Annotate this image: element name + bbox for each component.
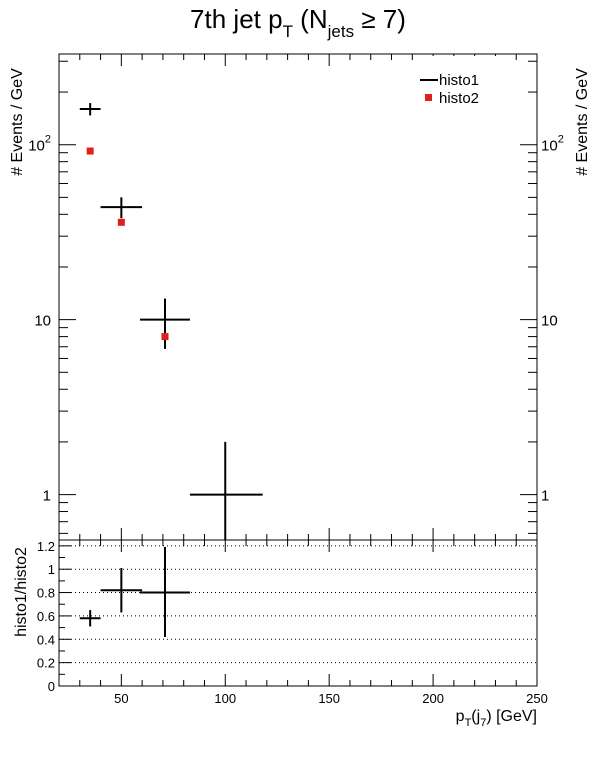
ratio-point-2 bbox=[100, 568, 143, 613]
ratio-y-tick-label: 0.4 bbox=[37, 632, 55, 647]
ratio-point-1 bbox=[79, 610, 101, 627]
histo1-point-4 bbox=[189, 441, 263, 540]
x-tick-label: 200 bbox=[422, 691, 444, 706]
ratio-y-tick-label: 0.8 bbox=[37, 586, 55, 601]
x-tick-label: 150 bbox=[318, 691, 340, 706]
ratio-y-tick-label: 1 bbox=[48, 562, 55, 577]
ratio-plot-data bbox=[79, 547, 190, 637]
x-axis-title: pT(j7) [GeV] bbox=[456, 708, 537, 729]
histo2-point-2 bbox=[117, 218, 125, 226]
ratio-plot-axes: 50 100 150 200 250 0 0.2 0.4 0.6 0.8 1 1.2 bbox=[37, 539, 548, 706]
main-plot-data bbox=[79, 103, 263, 540]
ratio-y-tick-label: 0.6 bbox=[37, 609, 55, 624]
main-plot-frame bbox=[58, 53, 538, 541]
chart-title: 7th jet pT (Njets ≥ 7) bbox=[190, 4, 406, 41]
histo2-point-3 bbox=[161, 333, 169, 341]
x-tick-label: 100 bbox=[214, 691, 236, 706]
x-tick-label: 50 bbox=[114, 691, 128, 706]
main-y-axis-title-right: # Events / GeV bbox=[574, 68, 591, 176]
main-y-tick-label-right: 1 bbox=[541, 488, 549, 505]
main-y-tick-label-right: 102 bbox=[541, 134, 564, 155]
ratio-y-tick-label: 0 bbox=[48, 679, 55, 694]
legend-histo2-marker bbox=[425, 94, 432, 101]
ratio-y-axis-title: histo1/histo2 bbox=[13, 547, 30, 637]
legend-histo1-label: histo1 bbox=[439, 72, 479, 89]
ratio-y-tick-label: 0.2 bbox=[37, 656, 55, 671]
legend: histo1 histo2 bbox=[416, 56, 506, 108]
histo1-point-3 bbox=[140, 298, 190, 349]
x-tick-label: 250 bbox=[526, 691, 548, 706]
ratio-point-3 bbox=[140, 547, 190, 637]
main-plot-axes: 1 1 10 10 102 102 bbox=[28, 54, 564, 540]
main-y-axis-title-left: # Events / GeV bbox=[9, 68, 26, 176]
ratio-y-tick-label: 1.2 bbox=[37, 539, 55, 554]
main-y-tick-label-left: 10 bbox=[34, 313, 51, 330]
main-y-tick-label-left: 102 bbox=[28, 134, 51, 155]
legend-histo2-label: histo2 bbox=[439, 90, 479, 107]
ratio-plot-frame bbox=[58, 539, 538, 687]
histo1-point-2 bbox=[100, 197, 143, 219]
main-y-tick-label-left: 1 bbox=[43, 488, 51, 505]
histo2-point-1 bbox=[86, 147, 94, 155]
histo1-point-1 bbox=[79, 103, 101, 116]
main-y-tick-label-right: 10 bbox=[541, 313, 558, 330]
